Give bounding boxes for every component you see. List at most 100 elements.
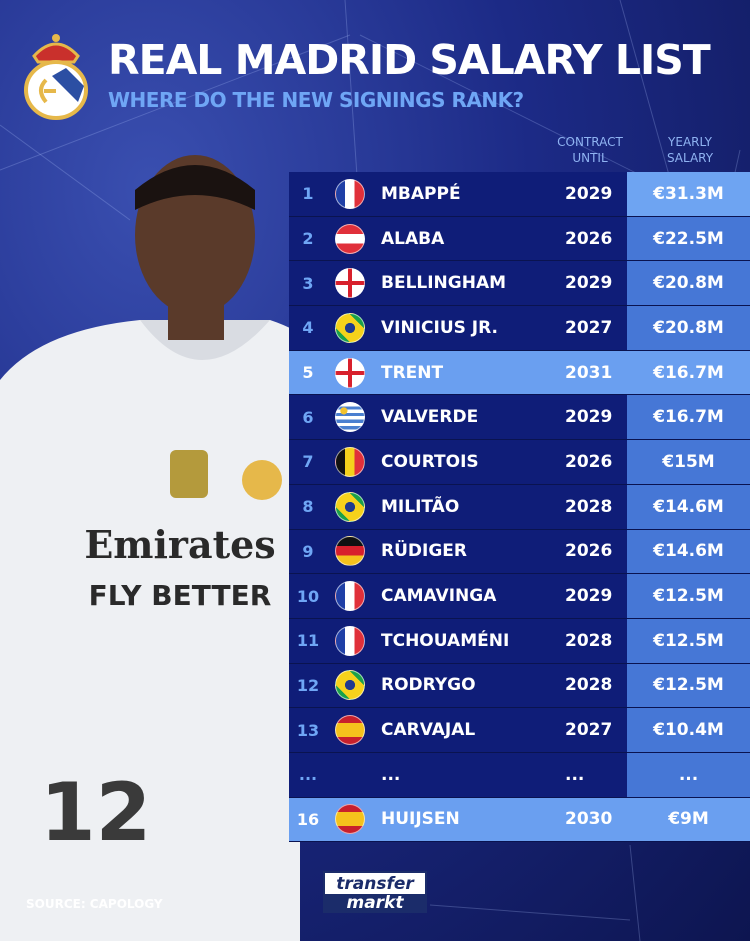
uruguay-flag-icon [335, 402, 365, 433]
table-row: 11 TCHOUAMÉNI 2028 €12.5M [289, 618, 750, 664]
yearly-salary: €9M [668, 809, 709, 830]
contract-until: 2026 [565, 541, 613, 562]
rank: 4 [302, 318, 314, 338]
player-name: HUIJSEN [381, 809, 460, 830]
contract-header-line2: UNTIL [572, 151, 608, 165]
france-flag-icon [335, 178, 365, 209]
player-name: ALABA [381, 228, 445, 249]
player-name: RODRYGO [381, 675, 476, 696]
contract-until: 2026 [565, 228, 613, 249]
yearly-salary: €31.3M [627, 172, 750, 216]
real-madrid-crest-logo [24, 34, 88, 120]
yearly-salary: €20.8M [627, 306, 750, 350]
yearly-salary: €16.7M [627, 395, 750, 440]
contract-until: 2027 [565, 317, 613, 338]
salary-table: 1 MBAPPÉ 2029 €31.3M 2 ALABA 2026 €22.5M 3… [289, 172, 750, 843]
rank: ... [298, 765, 318, 785]
player-name: TCHOUAMÉNI [381, 630, 510, 651]
austria-flag-icon [335, 223, 365, 254]
rank: 11 [296, 631, 320, 651]
contract-until: 2029 [565, 273, 613, 294]
page-title: REAL MADRID SALARY LIST [108, 36, 711, 84]
logo-line1: transfer [336, 874, 414, 894]
salary-header-line2: SALARY [666, 151, 714, 165]
table-row: ... ... ... ... [289, 752, 750, 798]
table-row: 3 BELLINGHAM 2029 €20.8M [289, 261, 750, 307]
germany-flag-icon [335, 536, 365, 567]
contract-column-header: CONTRACT UNTIL [553, 134, 627, 166]
england-flag-icon [335, 357, 365, 388]
yearly-salary: €20.8M [627, 261, 750, 306]
yearly-salary: €10.4M [627, 708, 750, 752]
contract-until: 2028 [565, 675, 613, 696]
player-name: ... [381, 764, 401, 785]
salary-column-header: YEARLY SALARY [650, 134, 730, 166]
yearly-salary: €14.6M [627, 484, 750, 529]
yearly-salary: €15M [627, 440, 750, 484]
page-subtitle: WHERE DO THE NEW SIGNINGS RANK? [108, 88, 524, 112]
jersey-tagline: FLY BETTER [89, 579, 272, 612]
salary-header-line1: YEARLY [668, 135, 712, 149]
rank: 1 [302, 184, 314, 204]
rank: 5 [302, 363, 314, 383]
contract-until: 2026 [565, 451, 613, 472]
contract-until: 2029 [565, 586, 613, 607]
table-row: 13 CARVAJAL 2027 €10.4M [289, 708, 750, 753]
rank: 9 [302, 541, 314, 561]
contract-until: 2031 [565, 362, 613, 383]
table-row: 2 ALABA 2026 €22.5M [289, 216, 750, 262]
table-row: 12 RODRYGO 2028 €12.5M [289, 663, 750, 709]
player-name: CARVAJAL [381, 720, 476, 741]
table-row: 5 TRENT 2031 €16.7M [289, 350, 750, 396]
brazil-flag-icon [335, 491, 365, 522]
table-row: 6 VALVERDE 2029 €16.7M [289, 395, 750, 441]
contract-until: 2029 [565, 183, 613, 204]
contract-until: 2029 [565, 407, 613, 428]
table-row: 4 VINICIUS JR. 2027 €20.8M [289, 306, 750, 351]
contract-until: 2028 [565, 496, 613, 517]
rank: 6 [302, 407, 314, 427]
belgium-flag-icon [335, 446, 365, 477]
contract-header-line1: CONTRACT [557, 135, 623, 149]
yearly-salary: €12.5M [627, 663, 750, 708]
rank: 13 [296, 720, 320, 740]
table-row: 7 COURTOIS 2026 €15M [289, 440, 750, 485]
player-name: BELLINGHAM [381, 273, 507, 294]
player-photo: Emirates FLY BETTER 12 [0, 155, 360, 941]
rank: 2 [302, 229, 314, 249]
rank: 3 [302, 273, 314, 293]
yearly-salary: €12.5M [627, 618, 750, 663]
player-name: RÜDIGER [381, 541, 467, 562]
player-name: MILITÃO [381, 496, 460, 517]
player-name: MBAPPÉ [381, 183, 461, 204]
yearly-salary: €16.7M [653, 362, 724, 383]
shorts-number: 12 [40, 766, 151, 859]
england-flag-icon [335, 268, 365, 299]
rank: 8 [302, 497, 314, 517]
contract-until: 2028 [565, 630, 613, 651]
table-row: 10 CAMAVINGA 2029 €12.5M [289, 574, 750, 619]
brazil-flag-icon [335, 670, 365, 701]
jersey-sponsor: Emirates [84, 522, 275, 567]
table-row: 16 HUIJSEN 2030 €9M [289, 797, 750, 843]
yearly-salary: €14.6M [627, 529, 750, 574]
rank: 16 [296, 809, 320, 829]
player-name: VINICIUS JR. [381, 317, 498, 338]
yearly-salary: ... [627, 752, 750, 797]
player-name: TRENT [381, 362, 444, 383]
france-flag-icon [335, 625, 365, 656]
rank: 10 [296, 586, 320, 606]
source-note: SOURCE: CAPOLOGY [26, 897, 163, 911]
logo-line2: markt [325, 894, 425, 912]
contract-until: ... [565, 764, 585, 785]
table-row: 9 RÜDIGER 2026 €14.6M [289, 529, 750, 575]
table-row: 8 MILITÃO 2028 €14.6M [289, 484, 750, 530]
yearly-salary: €12.5M [627, 574, 750, 618]
table-row: 1 MBAPPÉ 2029 €31.3M [289, 172, 750, 217]
contract-until: 2030 [565, 809, 613, 830]
rank: 12 [296, 675, 320, 695]
contract-until: 2027 [565, 720, 613, 741]
brazil-flag-icon [335, 312, 365, 343]
player-name: CAMAVINGA [381, 586, 497, 607]
player-name: VALVERDE [381, 407, 479, 428]
